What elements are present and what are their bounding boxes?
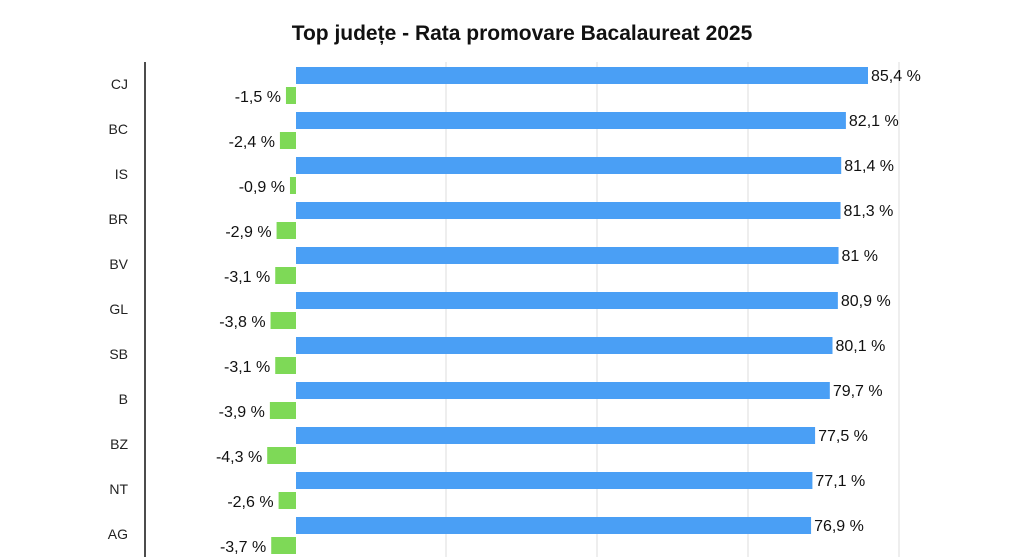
pass-rate-bar-bz [296,427,816,444]
category-label-nt: NT [109,481,128,497]
change-bar-sb [275,357,296,374]
category-label-cj: CJ [111,76,128,92]
pass-rate-bar-gl [296,292,838,309]
change-bar-br [276,222,296,239]
pass-rate-label-cj: 85,4 % [871,68,921,85]
change-bar-bv [275,267,296,284]
change-bar-b [269,402,296,419]
category-label-bc: BC [109,121,128,137]
pass-rate-bar-bv [296,247,839,264]
category-label-bv: BV [109,256,128,272]
change-label-is: -0,9 % [239,179,285,196]
bars [267,67,868,554]
pass-rate-bar-bc [296,112,846,129]
change-label-bv: -3,1 % [224,269,270,286]
change-label-nt: -2,6 % [227,494,273,511]
change-bar-cj [285,87,296,104]
change-bar-ag [271,537,296,554]
change-bar-bc [279,132,296,149]
change-label-b: -3,9 % [219,404,265,421]
category-label-br: BR [109,211,128,227]
pass-rate-label-b: 79,7 % [833,383,883,400]
change-label-gl: -3,8 % [219,314,265,331]
pass-rate-bar-br [296,202,841,219]
pass-rate-label-bc: 82,1 % [849,113,899,130]
pass-rate-label-bv: 81 % [842,248,878,265]
category-label-bz: BZ [110,436,128,452]
data-labels: 85,4 % -1,5 % 82,1 % -2,4 % 81,4 % -0,9 % 81,3… [216,68,921,556]
change-label-cj: -1,5 % [235,89,281,106]
pass-rate-label-br: 81,3 % [844,203,894,220]
pass-rate-bar-b [296,382,830,399]
pass-rate-bar-is [296,157,842,174]
pass-rate-bar-nt [296,472,813,489]
change-bar-bz [267,447,296,464]
change-bar-gl [270,312,296,329]
pass-rate-label-is: 81,4 % [844,158,894,175]
category-label-sb: SB [109,346,128,362]
category-labels: CJ BC IS BR BV GL SB B BZ NT AG [108,76,129,542]
category-label-b: B [119,391,128,407]
change-bar-nt [278,492,296,509]
category-label-is: IS [115,166,128,182]
category-label-gl: GL [109,301,128,317]
pass-rate-label-bz: 77,5 % [818,428,868,445]
change-label-br: -2,9 % [225,224,271,241]
pass-rate-bar-cj [296,67,868,84]
chart-title: Top județe - Rata promovare Bacalaureat … [292,22,753,45]
pass-rate-bar-ag [296,517,812,534]
change-bar-is [289,177,296,194]
change-label-sb: -3,1 % [224,359,270,376]
change-label-bc: -2,4 % [229,134,275,151]
pass-rate-label-gl: 80,9 % [841,293,891,310]
pass-rate-label-sb: 80,1 % [836,338,886,355]
change-label-bz: -4,3 % [216,449,262,466]
pass-rate-label-nt: 77,1 % [815,473,865,490]
pass-rate-bar-sb [296,337,833,354]
change-label-ag: -3,7 % [220,539,266,556]
category-label-ag: AG [108,526,128,542]
pass-rate-label-ag: 76,9 % [814,518,864,535]
